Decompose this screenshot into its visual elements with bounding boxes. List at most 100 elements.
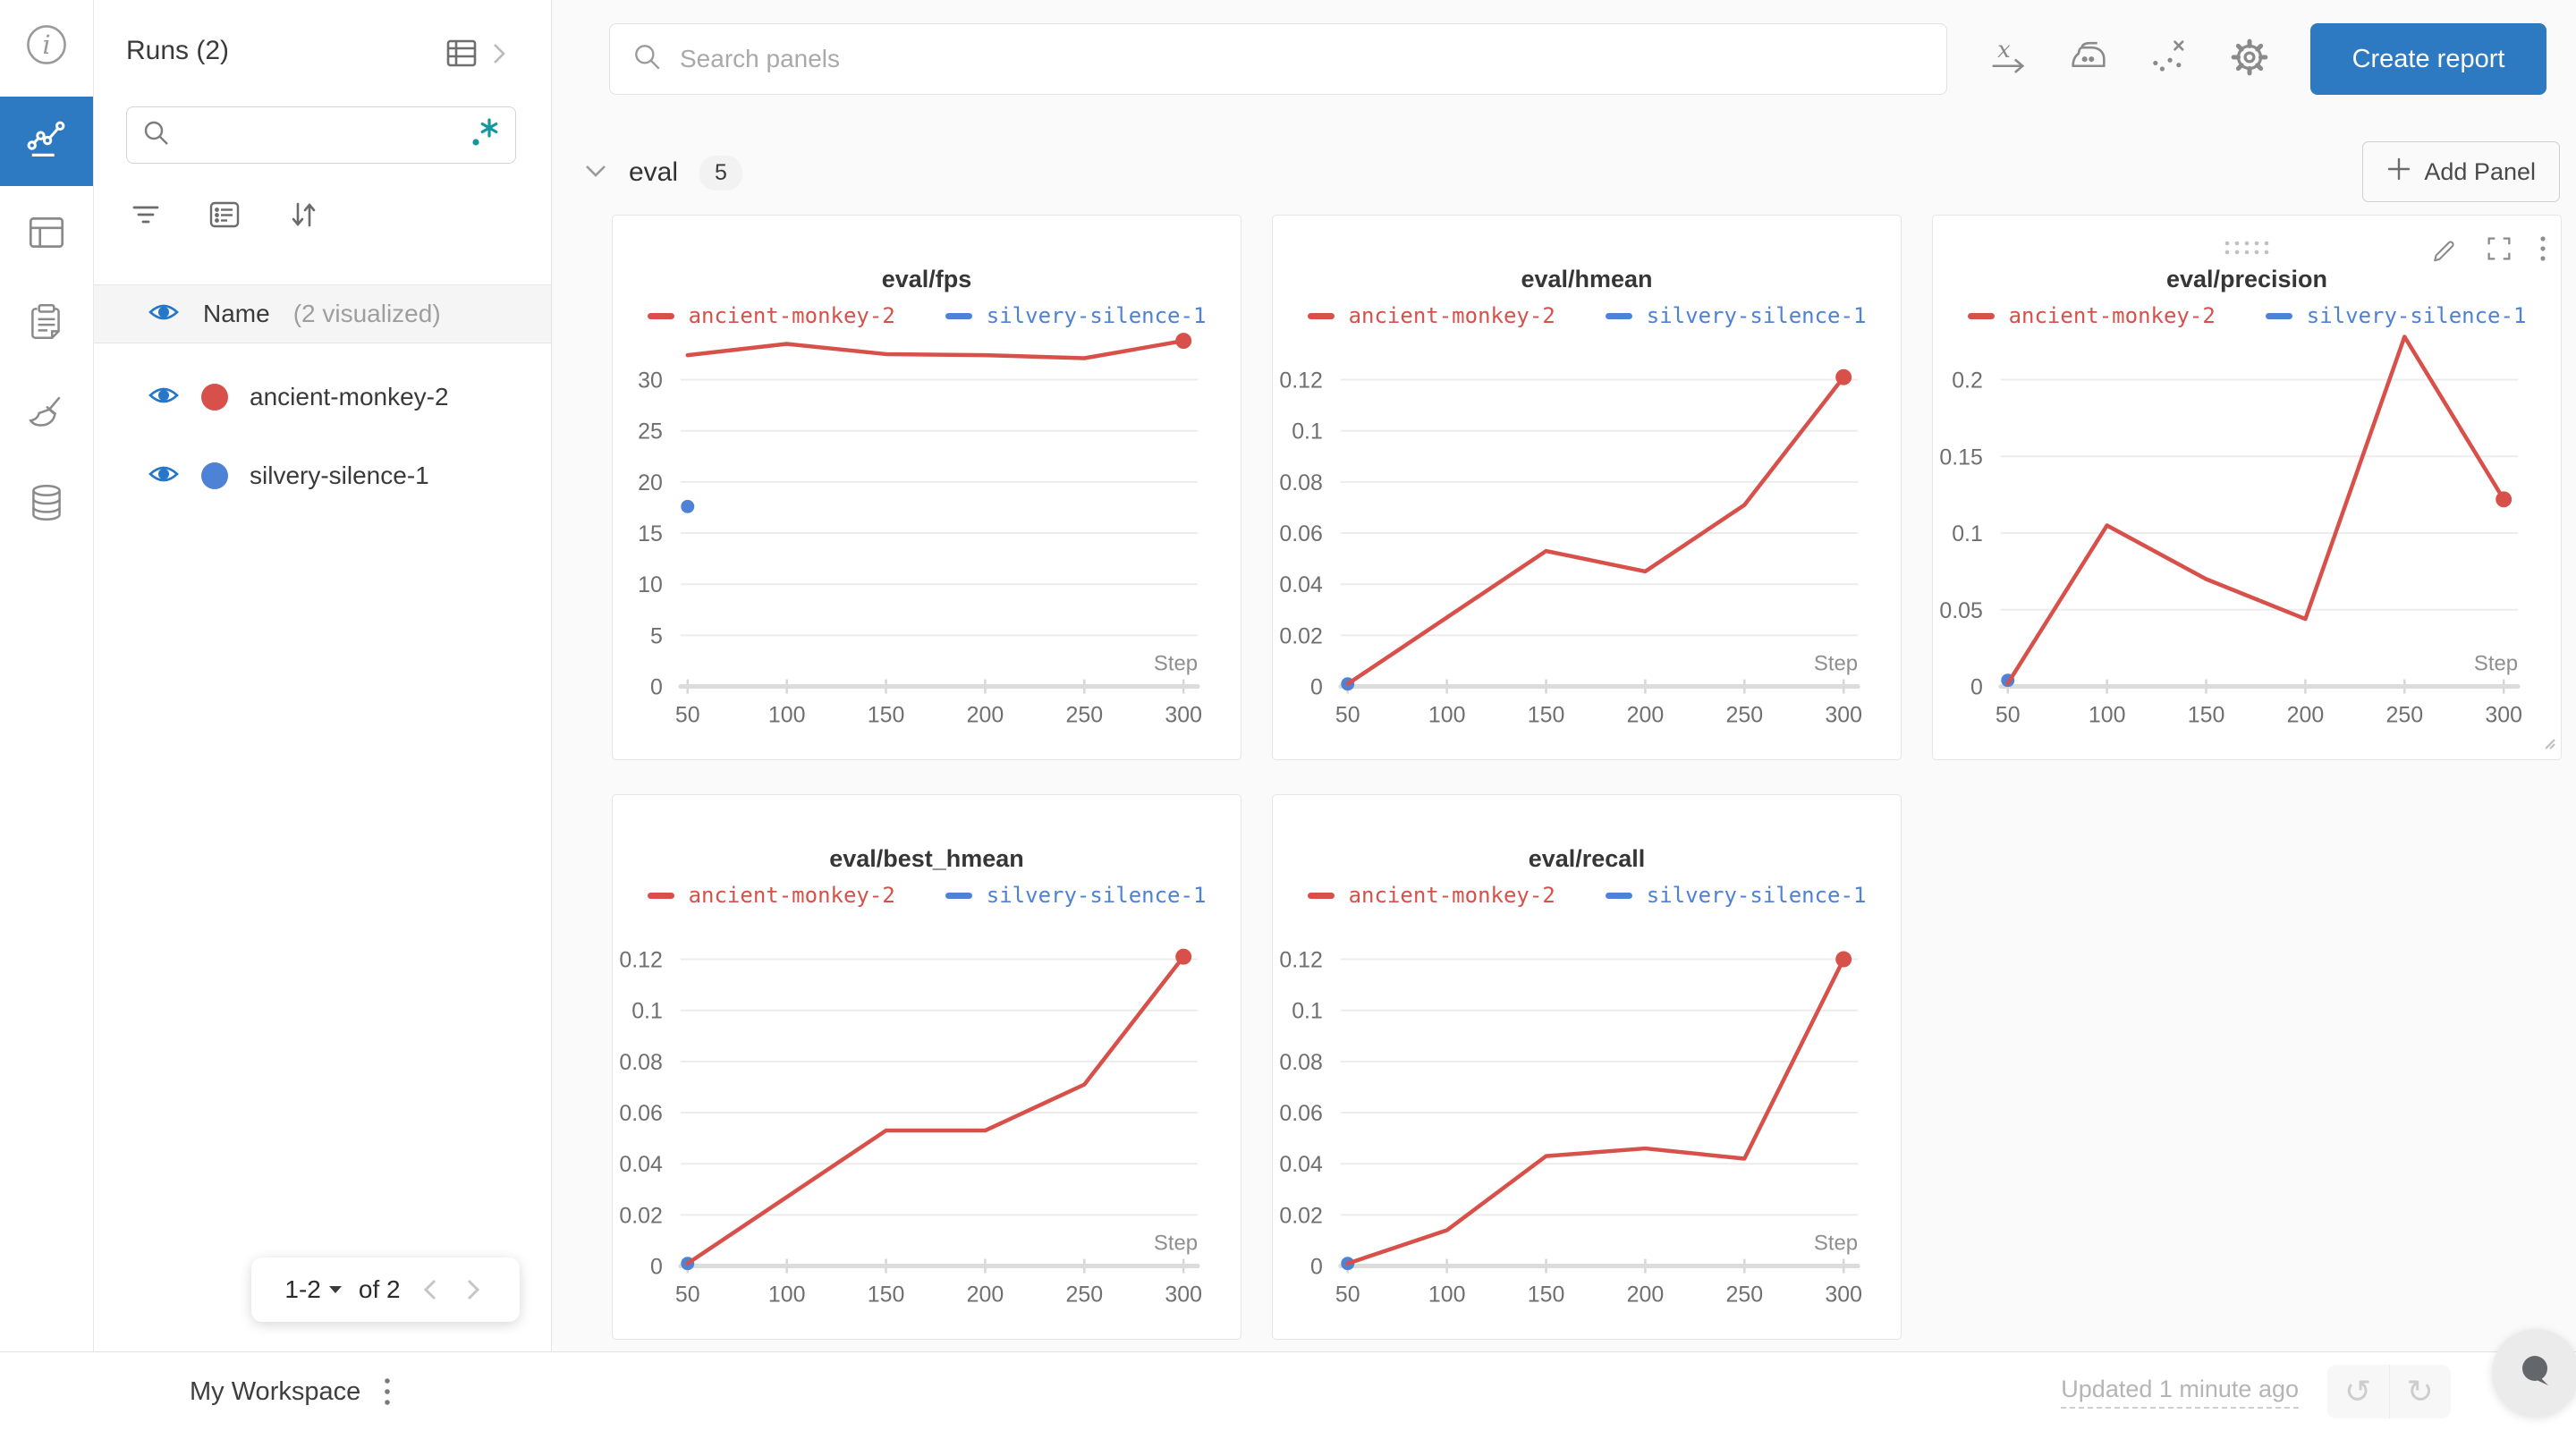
legend-run-name: ancient-monkey-2 [688, 883, 895, 908]
nav-item-reports[interactable] [0, 279, 93, 368]
filter-runs-button[interactable] [126, 195, 165, 234]
nav-item-info[interactable]: i [0, 13, 93, 80]
svg-text:250: 250 [1726, 702, 1764, 727]
section-panel-count-badge: 5 [699, 155, 742, 191]
run-row-ancient-monkey-2[interactable]: ancient-monkey-2 [94, 368, 551, 426]
resize-handle-icon[interactable] [2541, 735, 2557, 756]
panel-card-eval-best-hmean[interactable]: eval/best_hmean ancient-monkey-2 silvery-… [612, 794, 1241, 1340]
legend-entry[interactable]: silvery-silence-1 [1605, 303, 1867, 328]
runs-table-icon [445, 36, 485, 76]
panel-card-eval-precision[interactable]: eval/precision ancient-monkey-2 silvery-s… [1932, 215, 2562, 760]
eye-icon[interactable] [148, 299, 180, 330]
svg-text:0.02: 0.02 [619, 1203, 662, 1228]
svg-text:0: 0 [1310, 1255, 1323, 1280]
legend-entry[interactable]: ancient-monkey-2 [647, 303, 895, 328]
runs-pagination: 1-2 of 2 [251, 1257, 520, 1322]
line-chart-icon [23, 116, 70, 167]
section-collapse-toggle[interactable]: eval 5 [584, 141, 742, 204]
legend-entry[interactable]: silvery-silence-1 [1605, 883, 1866, 908]
fullscreen-icon[interactable] [2484, 233, 2514, 264]
nav-item-sweeps[interactable] [0, 370, 93, 460]
svg-text:50: 50 [1335, 1282, 1360, 1307]
svg-text:250: 250 [1066, 702, 1104, 727]
legend-entry[interactable]: ancient-monkey-2 [1967, 303, 2216, 328]
legend-entry[interactable]: ancient-monkey-2 [1307, 883, 1555, 908]
panels-search-box [609, 23, 1947, 95]
legend-entry[interactable]: silvery-silence-1 [2265, 303, 2526, 328]
expand-runs-table-button[interactable] [445, 36, 508, 76]
runs-search-input[interactable] [172, 120, 469, 150]
visualized-count-label: (2 visualized) [292, 300, 441, 327]
info-icon: i [23, 21, 70, 72]
panel-card-eval-hmean[interactable]: eval/hmean ancient-monkey-2 silvery-silen… [1272, 215, 1902, 760]
legend-run-name: silvery-silence-1 [1646, 303, 1867, 328]
svg-text:200: 200 [967, 702, 1004, 727]
sort-runs-button[interactable] [284, 195, 323, 234]
page-range-dropdown[interactable]: 1-2 [284, 1275, 342, 1304]
chart-title: eval/recall [1528, 845, 1646, 872]
svg-text:150: 150 [868, 702, 905, 727]
svg-text:30: 30 [638, 368, 663, 394]
eye-icon[interactable] [148, 461, 180, 492]
workspace-menu-kebab-icon[interactable] [374, 1372, 401, 1411]
run-row-silvery-silence-1[interactable]: silvery-silence-1 [94, 447, 551, 504]
svg-text:200: 200 [1627, 702, 1665, 727]
eye-icon[interactable] [148, 382, 180, 413]
run-color-dot [201, 462, 228, 489]
settings-gear-icon[interactable] [2224, 32, 2275, 82]
outliers-button[interactable] [2144, 32, 2194, 82]
search-icon [631, 41, 664, 78]
plus-icon [2386, 157, 2411, 188]
section-label: eval [629, 157, 679, 187]
add-panel-button[interactable]: Add Panel [2362, 141, 2560, 202]
x-axis-settings-button[interactable]: x [1983, 32, 2033, 82]
runs-search-box [126, 106, 516, 164]
prev-page-button[interactable] [417, 1276, 444, 1303]
clipboard-icon [24, 300, 69, 349]
nav-item-runs-table[interactable] [0, 190, 93, 279]
panel-card-eval-recall[interactable]: eval/recall ancient-monkey-2 silvery-sile… [1272, 794, 1902, 1340]
svg-text:250: 250 [1066, 1282, 1104, 1307]
nav-item-workspace-charts[interactable] [0, 97, 93, 186]
legend-run-name: silvery-silence-1 [986, 303, 1207, 328]
section-header-eval: eval 5 Add Panel [552, 141, 2576, 204]
svg-text:150: 150 [868, 1282, 905, 1307]
redo-button[interactable]: ↻ [2388, 1365, 2452, 1418]
svg-text:0.1: 0.1 [1292, 999, 1323, 1024]
svg-text:250: 250 [1726, 1282, 1764, 1307]
panels-search-input[interactable] [678, 44, 1925, 74]
legend-entry[interactable]: ancient-monkey-2 [1307, 303, 1555, 328]
group-runs-button[interactable] [205, 195, 244, 234]
smoothing-iron-button[interactable] [2063, 32, 2114, 82]
broom-icon [24, 391, 69, 440]
runs-name-header-row[interactable]: Name (2 visualized) [94, 284, 551, 343]
legend-dash-icon [647, 892, 674, 899]
regex-toggle-icon[interactable] [469, 115, 501, 156]
undo-button[interactable]: ↺ [2344, 1373, 2372, 1410]
svg-text:0: 0 [1970, 675, 1983, 700]
legend-entry[interactable]: ancient-monkey-2 [647, 883, 895, 908]
svg-text:20: 20 [638, 470, 663, 495]
legend-entry[interactable]: silvery-silence-1 [945, 883, 1206, 908]
runs-panel: Runs (2) [94, 0, 552, 1352]
legend-dash-icon [1307, 892, 1335, 899]
svg-text:100: 100 [2089, 702, 2126, 727]
svg-text:0.02: 0.02 [1279, 623, 1322, 648]
legend-dash-icon [1967, 312, 1995, 319]
svg-text:250: 250 [2386, 702, 2424, 727]
legend-entry[interactable]: silvery-silence-1 [945, 303, 1207, 328]
updated-status-label[interactable]: Updated 1 minute ago [2061, 1352, 2299, 1431]
kebab-menu-icon[interactable] [2538, 233, 2548, 264]
edit-panel-pencil-icon[interactable] [2430, 233, 2461, 264]
create-report-button[interactable]: Create report [2310, 23, 2546, 95]
svg-text:150: 150 [1528, 1282, 1565, 1307]
panel-card-eval-fps[interactable]: eval/fps ancient-monkey-2 silvery-silence… [612, 215, 1241, 760]
legend-run-name: ancient-monkey-2 [2008, 303, 2216, 328]
next-page-button[interactable] [460, 1276, 487, 1303]
nav-item-artifacts[interactable] [0, 460, 93, 549]
drag-handle-icon[interactable] [2220, 237, 2274, 263]
svg-text:0.1: 0.1 [631, 999, 663, 1024]
chat-support-button[interactable] [2492, 1329, 2576, 1417]
legend-dash-icon [945, 312, 972, 319]
chart-title: eval/fps [881, 266, 972, 292]
